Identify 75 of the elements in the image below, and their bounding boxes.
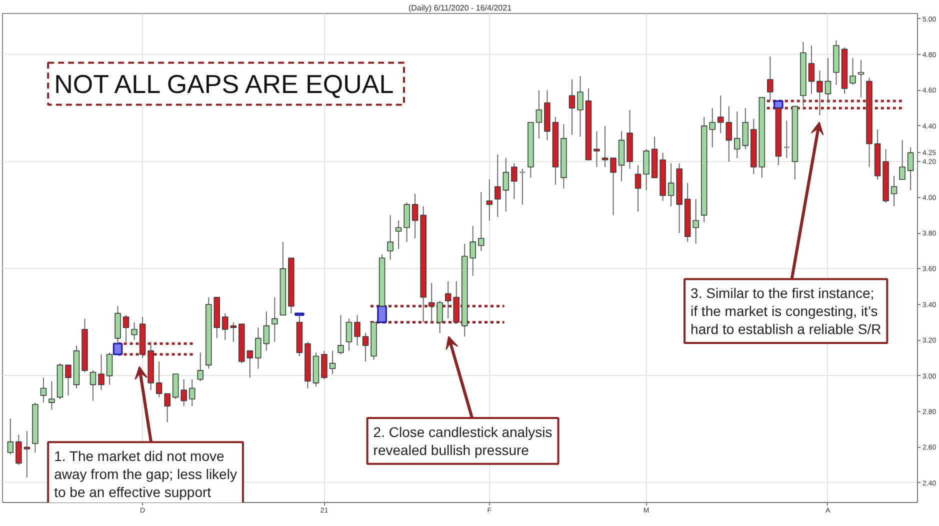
- chart-subtitle: (Daily) 6/11/2020 - 16/4/2021: [408, 4, 512, 12]
- candlestick: [734, 111, 740, 159]
- candlestick: [387, 214, 394, 260]
- candlestick: [329, 350, 336, 375]
- annotation: 1. The market did not move away from the gap; less likely to be an effective support: [54, 448, 237, 500]
- candlestick: [742, 108, 749, 150]
- candlestick: [634, 164, 642, 212]
- candlestick: [494, 154, 501, 218]
- candlestick: [594, 130, 600, 168]
- annotation: 2. Close candlestick analysis revealed bullish pressure: [373, 424, 552, 458]
- candlestick: [246, 350, 254, 378]
- annotation: 3. Similar to the first instance; if the market is congesting, it’s hard to establish a reliable S/R: [690, 285, 882, 337]
- candlestick: [890, 175, 898, 207]
- candlestick: [726, 106, 732, 162]
- candlestick: [428, 282, 435, 323]
- candlestick: [816, 70, 823, 116]
- candlestick: [767, 56, 774, 102]
- candlestick: [602, 125, 608, 168]
- candlestick: [197, 352, 204, 382]
- candlestick: [106, 352, 113, 386]
- candlestick: [643, 148, 650, 191]
- candlestick: [470, 225, 476, 276]
- candlestick: [164, 393, 170, 423]
- candlestick: [536, 90, 542, 139]
- candlestick: [668, 162, 674, 207]
- candlestick: [502, 158, 510, 212]
- candlestick: [156, 361, 162, 398]
- candlestick: [90, 370, 96, 402]
- candlestick: [222, 312, 228, 341]
- candlestick: [478, 191, 484, 252]
- candlestick: [486, 178, 493, 222]
- candlestick: [338, 314, 344, 355]
- candlestick: [65, 364, 72, 396]
- candlestick: [444, 280, 452, 320]
- bar: [112, 342, 123, 356]
- candlestick: [808, 45, 815, 94]
- candlestick: [783, 120, 790, 159]
- candlestick: [48, 380, 55, 410]
- candlestick: [188, 378, 196, 407]
- candlestick: [230, 322, 237, 342]
- candlestick: [518, 168, 526, 205]
- candlestick: [255, 327, 262, 370]
- candlestick: [404, 202, 410, 242]
- candlestick: [412, 193, 418, 239]
- candlestick: [263, 311, 270, 352]
- candlestick: [362, 332, 369, 362]
- candlestick: [40, 377, 47, 404]
- candlestick: [321, 350, 328, 380]
- candlestick: [850, 58, 856, 86]
- candlestick: [16, 434, 22, 466]
- candlestick: [436, 300, 443, 334]
- candlestick: [395, 220, 402, 250]
- candlestick: [7, 418, 14, 455]
- candlestick: [824, 58, 832, 104]
- candlestick: [692, 198, 699, 244]
- candlestick: [346, 318, 352, 352]
- candlestick: [180, 378, 187, 407]
- candlestick: [354, 314, 360, 346]
- text: NOT ALL GAPS ARE EQUAL: [54, 68, 394, 99]
- bar: [774, 100, 784, 109]
- candlestick: [907, 146, 914, 191]
- candlestick: [858, 59, 864, 98]
- candlestick: [24, 430, 30, 478]
- candlestick: [709, 108, 716, 148]
- candlestick: [272, 296, 278, 342]
- candlestick: [577, 75, 584, 138]
- candlestick: [131, 322, 138, 341]
- candlestick: [568, 79, 576, 136]
- candlestick: [718, 95, 724, 134]
- candlestick: [172, 374, 179, 400]
- candlestick: [511, 162, 518, 200]
- candlestick: [899, 140, 906, 180]
- candlestick: [122, 314, 130, 342]
- candlestick: [98, 354, 104, 391]
- candlestick: [610, 158, 616, 216]
